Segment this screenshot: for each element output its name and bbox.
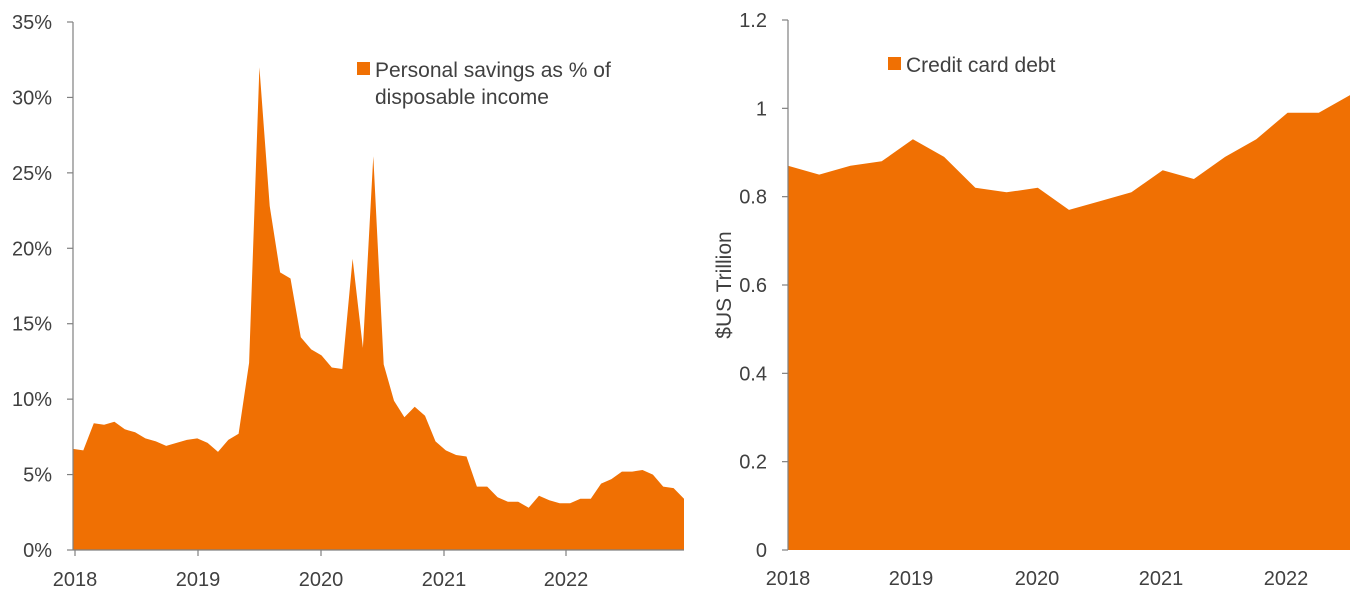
legend-label: Credit card debt — [906, 54, 1056, 77]
y-tick-label: 15% — [12, 314, 52, 336]
y-tick-label: 0% — [23, 540, 52, 562]
x-tick-label: 2019 — [176, 569, 221, 591]
y-tick-label: 0.6 — [739, 275, 767, 297]
legend: Credit card debt — [888, 54, 1056, 77]
chart-2: 0 0.2 0.4 0.6 0.8 1 1.2 2018 2019 2020 2021 2022 $US… — [713, 10, 1350, 590]
x-tick-label: 2021 — [422, 569, 467, 591]
y-tick-label: 0.2 — [739, 452, 767, 474]
legend-label: disposable income — [375, 86, 549, 109]
legend-label: Personal savings as % of — [375, 59, 611, 82]
x-tick-label: 2019 — [889, 568, 934, 590]
y-tick-label: 10% — [12, 389, 52, 411]
y-tick-label: 25% — [12, 163, 52, 185]
y-tick-label: 0.4 — [739, 363, 767, 385]
x-tick-label: 2022 — [1264, 568, 1309, 590]
y-tick-label: 5% — [23, 465, 52, 487]
area-series-1 — [73, 67, 684, 551]
chart-1: 0% 5% 10% 15% 20% 25% 30% 35% 2018 2019 2020 2021 20… — [12, 12, 684, 591]
x-tick-label: 2018 — [53, 569, 98, 591]
y-tick-label: 1.2 — [739, 10, 767, 32]
y-tick-label: 35% — [12, 12, 52, 34]
legend-swatch — [357, 62, 370, 75]
legend-swatch — [888, 57, 901, 70]
y-axis-title: $US Trillion — [713, 231, 736, 338]
x-tick-label: 2020 — [299, 569, 344, 591]
y-tick-label: 0 — [756, 540, 767, 562]
y-tick-label: 1 — [756, 98, 767, 120]
y-tick-label: 0.8 — [739, 187, 767, 209]
x-tick-label: 2022 — [544, 569, 589, 591]
y-tick-label: 20% — [12, 238, 52, 260]
x-tick-label: 2018 — [766, 568, 811, 590]
x-tick-label: 2020 — [1015, 568, 1060, 590]
y-tick-label: 30% — [12, 87, 52, 109]
legend: Personal savings as % of disposable incom… — [357, 59, 611, 109]
area-series-1 — [788, 95, 1350, 550]
x-tick-label: 2021 — [1139, 568, 1184, 590]
